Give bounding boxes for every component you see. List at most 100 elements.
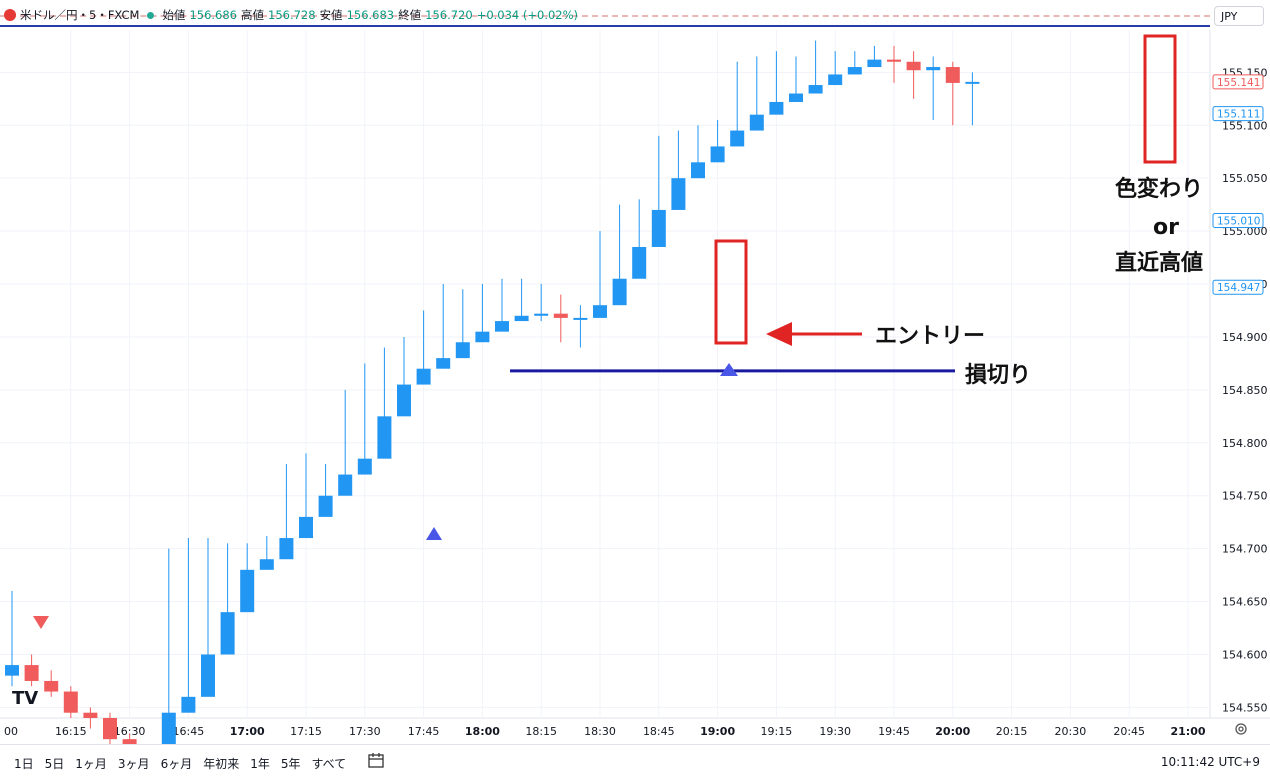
buy-signal-icon (426, 527, 442, 540)
exit-label-line3: 直近高値 (1115, 250, 1203, 276)
entry-label: エントリー (875, 324, 985, 349)
entry-arrow-head-icon (766, 322, 792, 346)
range-buttons: 1日 5日 1ヶ月 3ヶ月 6ヶ月 年初来 1年 5年 すべて (14, 755, 357, 772)
x-tick-label: 18:15 (525, 725, 557, 738)
x-tick-label: 18:00 (465, 725, 500, 738)
y-tick-label: 154.850 (1222, 384, 1268, 397)
candle-body (651, 209, 666, 247)
price-label: 155.111 (1217, 109, 1260, 121)
buy-signal-icon (720, 363, 738, 376)
open-value: 156.686 (189, 8, 237, 22)
top-bar: 米ドル／円・5・FXCM 始値 156.686 高値 156.728 安値 156.6… (0, 0, 1210, 30)
x-tick-label: 17:00 (230, 725, 265, 738)
candle-body (416, 368, 431, 385)
range-1y-button[interactable]: 1年 (250, 757, 270, 771)
range-3m-button[interactable]: 3ヶ月 (117, 757, 150, 771)
symbol-flag-icon (4, 9, 16, 21)
close-value: 156.720 (425, 8, 473, 22)
stop-loss-label: 損切り (965, 363, 1031, 388)
open-label: 始値 (162, 8, 186, 22)
candle-body (357, 458, 372, 475)
tradingview-logo-icon: TV (12, 688, 39, 709)
y-tick-label: 155.050 (1222, 172, 1268, 185)
candle-body (867, 59, 882, 68)
candle-body (377, 416, 392, 459)
high-label: 高値 (241, 8, 264, 22)
market-status-icon (147, 11, 155, 19)
candle-body (906, 61, 921, 71)
high-value: 156.728 (268, 8, 316, 22)
x-tick-label: 21:00 (1170, 725, 1205, 738)
candle-body (299, 516, 313, 539)
candle-body (122, 739, 137, 744)
entry-highlight-box (714, 239, 748, 345)
overlay-line (0, 25, 1210, 27)
y-tick-label: 154.600 (1222, 648, 1268, 661)
candle-body (338, 474, 353, 496)
clock-readout[interactable]: 10:11:42 UTC+9 (1160, 755, 1260, 769)
candle-body (161, 712, 176, 744)
price-label: 154.947 (1217, 282, 1260, 294)
gear-icon[interactable] (1234, 722, 1248, 736)
x-tick-label: 16:45 (173, 725, 205, 738)
candle-body (671, 178, 686, 210)
candle-body (730, 130, 745, 147)
candle-body (240, 569, 255, 613)
candle-body (789, 93, 803, 102)
candle-body (710, 146, 725, 163)
candle-body (632, 246, 647, 279)
price-label-box (1212, 106, 1264, 122)
candle-body (181, 696, 196, 713)
candle-body (887, 59, 901, 62)
candle-body (455, 342, 470, 359)
y-tick-label: 155.100 (1222, 119, 1268, 132)
candle-body (769, 101, 784, 115)
y-tick-label: 154.700 (1222, 543, 1268, 556)
range-5d-button[interactable]: 5日 (44, 757, 65, 771)
candle-body (318, 495, 333, 517)
calendar-icon[interactable] (368, 753, 386, 769)
low-value: 156.683 (346, 8, 395, 22)
candle-body (612, 278, 627, 306)
range-ytd-button[interactable]: 年初来 (203, 757, 240, 771)
x-tick-label: 16:15 (55, 725, 87, 738)
candle-body (926, 67, 941, 71)
candle-body (83, 712, 98, 718)
x-tick-label: 19:30 (819, 725, 851, 738)
price-label: 155.010 (1217, 216, 1260, 228)
range-1d-button[interactable]: 1日 (14, 757, 34, 771)
candle-body (397, 384, 411, 417)
x-tick-label: 18:45 (643, 725, 675, 738)
range-all-button[interactable]: すべて (311, 757, 347, 771)
x-tick-label: 17:30 (349, 725, 381, 738)
symbol-name[interactable]: 米ドル／円・5・FXCM (20, 8, 140, 22)
candle-body (259, 559, 274, 570)
candle-body (475, 331, 490, 343)
change-value: +0.034 (+0.02%) (476, 8, 579, 22)
y-tick-label: 154.550 (1222, 701, 1268, 714)
price-label-box (1212, 279, 1264, 295)
x-tick-label: 20:15 (996, 725, 1028, 738)
range-1m-button[interactable]: 1ヶ月 (75, 757, 107, 771)
price-label-box (1212, 74, 1264, 90)
candle-body (279, 538, 294, 560)
candle-body (808, 85, 823, 94)
x-tick-label: 20:30 (1055, 725, 1087, 738)
range-5y-button[interactable]: 5年 (280, 757, 301, 771)
y-tick-label: 155.000 (1222, 225, 1268, 238)
candle-body (965, 81, 980, 84)
candle-body (553, 313, 568, 318)
candle-body (436, 358, 451, 369)
currency-selector[interactable]: JPY (1214, 6, 1264, 26)
ohlc-legend: 米ドル／円・5・FXCM 始値 156.686 高値 156.728 安値 156.6… (4, 7, 578, 23)
price-label-box (1212, 213, 1264, 229)
x-tick-label: 19:15 (761, 725, 793, 738)
exit-label-line2: or (1153, 215, 1179, 240)
candle-body (828, 74, 843, 86)
chart-canvas[interactable]: 155.150155.100155.050155.000154.950154.9… (0, 0, 1270, 744)
candle-body (5, 665, 19, 676)
y-tick-label: 154.650 (1222, 596, 1268, 609)
x-tick-label: 18:30 (584, 725, 616, 738)
range-6m-button[interactable]: 6ヶ月 (160, 757, 193, 771)
candle-body (593, 305, 607, 318)
